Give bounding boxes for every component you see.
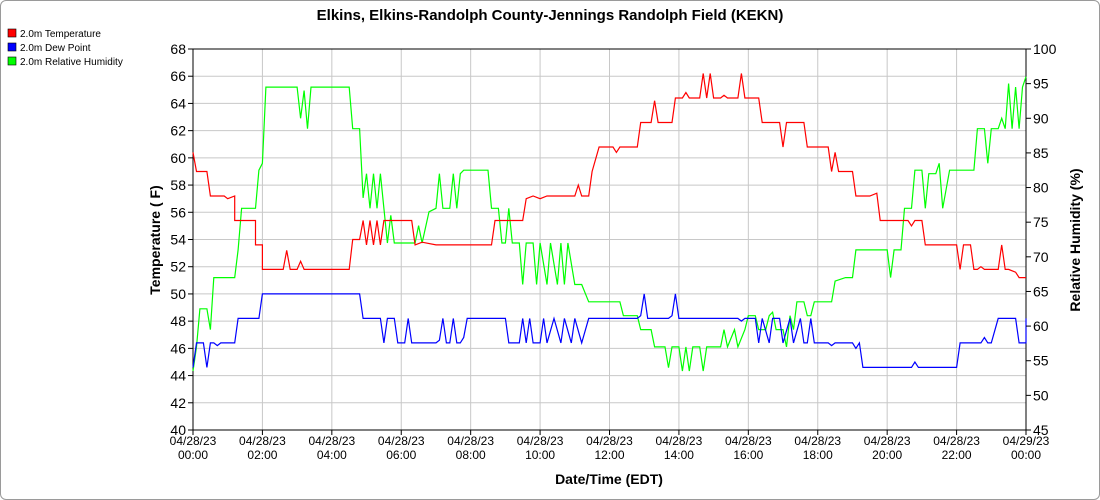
legend-entry: 2.0m Temperature (20, 29, 101, 40)
x-tick-time: 12:00 (594, 448, 624, 462)
x-tick-time: 10:00 (525, 448, 555, 462)
y-tick-label: 64 (170, 95, 186, 111)
y-tick-label: 52 (170, 259, 186, 275)
y-axis-ticks: 40 42 44 46 48 50 52 54 56 58 60 62 64 66 68 (170, 41, 193, 438)
y-tick-label: 48 (170, 313, 186, 329)
x-tick-date: 04/28/23 (656, 434, 703, 448)
x-tick-time: 02:00 (247, 448, 277, 462)
legend-swatch (7, 28, 17, 38)
y-tick-label: 66 (170, 68, 186, 84)
y-tick-label: 62 (170, 123, 186, 139)
y2-axis-ticks: 45 50 55 60 65 70 75 80 85 90 95 100 (1026, 41, 1057, 438)
y2-tick-label: 75 (1033, 214, 1049, 230)
x-tick-date: 04/28/23 (725, 434, 772, 448)
y2-tick-label: 85 (1033, 145, 1049, 161)
legend: 2.0m Temperature 2.0m Dew Point 2.0m Relat… (7, 28, 123, 68)
x-tick-date: 04/28/23 (239, 434, 286, 448)
y2-axis-label: Relative Humidity (%) (1067, 168, 1083, 311)
chart-title: Elkins, Elkins-Randolph County-Jennings … (317, 7, 784, 24)
x-tick-time: 00:00 (1011, 448, 1041, 462)
x-tick-date: 04/28/23 (378, 434, 425, 448)
series-line-2-0m-dew-point (192, 293, 1027, 368)
x-tick-time: 16:00 (733, 448, 763, 462)
x-tick-time: 14:00 (664, 448, 694, 462)
series-line-2-0m-relative-humidity (192, 76, 1027, 372)
y2-tick-label: 80 (1033, 180, 1049, 196)
y-tick-label: 58 (170, 177, 186, 193)
y2-tick-label: 100 (1033, 41, 1057, 57)
x-tick-time: 20:00 (872, 448, 902, 462)
x-tick-date: 04/28/23 (933, 434, 980, 448)
y2-tick-label: 55 (1033, 353, 1049, 369)
x-tick-time: 18:00 (803, 448, 833, 462)
x-tick-time: 08:00 (456, 448, 486, 462)
y-tick-label: 50 (170, 286, 186, 302)
series-layer (192, 73, 1027, 372)
y2-tick-label: 60 (1033, 318, 1049, 334)
x-tick-date: 04/28/23 (517, 434, 564, 448)
x-tick-date: 04/29/23 (1003, 434, 1050, 448)
legend-swatch (7, 42, 17, 52)
y-tick-label: 68 (170, 41, 186, 57)
y2-tick-label: 95 (1033, 76, 1049, 92)
y-tick-label: 46 (170, 340, 186, 356)
y-tick-label: 60 (170, 150, 186, 166)
y2-tick-label: 90 (1033, 110, 1049, 126)
y-tick-label: 42 (170, 395, 186, 411)
series-line-2-0m-temperature (192, 73, 1026, 279)
y2-tick-label: 45 (1033, 422, 1049, 438)
legend-entry: 2.0m Dew Point (20, 43, 91, 54)
x-tick-date: 04/28/23 (447, 434, 494, 448)
x-tick-date: 04/28/23 (864, 434, 911, 448)
x-tick-date: 04/28/23 (586, 434, 633, 448)
x-axis-ticks: 04/28/2300:0004/28/2302:0004/28/2304:000… (170, 430, 1050, 462)
x-axis-label: Date/Time (EDT) (555, 471, 663, 487)
y2-tick-label: 50 (1033, 387, 1049, 403)
x-tick-time: 04:00 (317, 448, 347, 462)
x-tick-time: 00:00 (178, 448, 208, 462)
y-tick-label: 56 (170, 204, 186, 220)
x-tick-date: 04/28/23 (308, 434, 355, 448)
grid-lines (192, 48, 1027, 431)
y-tick-label: 40 (170, 422, 186, 438)
legend-entry: 2.0m Relative Humidity (20, 57, 123, 68)
y-tick-label: 54 (170, 232, 186, 248)
y2-tick-label: 70 (1033, 249, 1049, 265)
y2-tick-label: 65 (1033, 283, 1049, 299)
y-axis-label: Temperature ( F) (147, 185, 163, 294)
x-tick-date: 04/28/23 (170, 434, 217, 448)
x-tick-time: 22:00 (942, 448, 972, 462)
x-tick-date: 04/28/23 (794, 434, 841, 448)
legend-swatch (7, 56, 17, 66)
x-tick-time: 06:00 (386, 448, 416, 462)
y-tick-label: 44 (170, 368, 186, 384)
